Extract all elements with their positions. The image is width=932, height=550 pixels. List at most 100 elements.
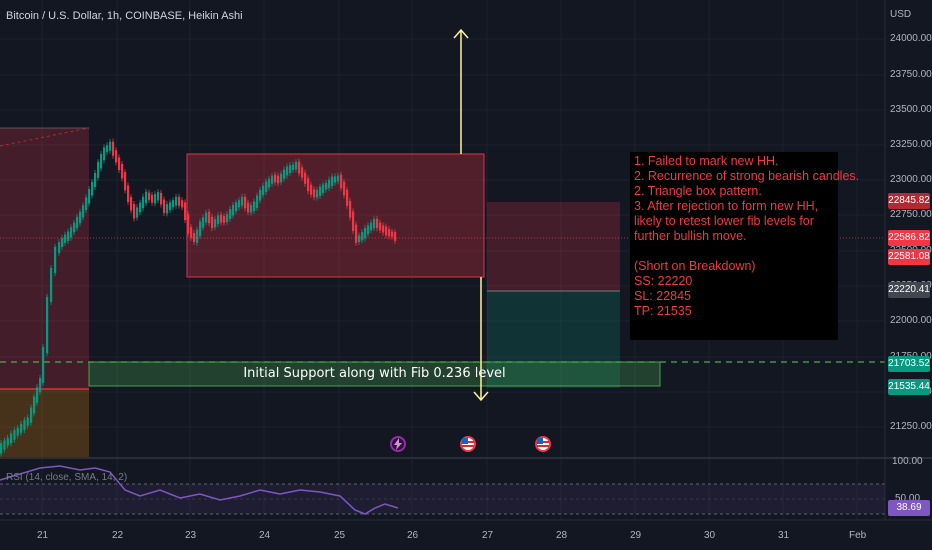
candle [136,207,139,218]
candle [58,242,61,253]
rsi-value-tag: 38.69 [888,500,930,516]
candle [280,173,283,183]
candle [232,205,235,216]
candle [244,196,247,209]
candle [181,200,184,208]
candle [3,440,6,450]
us-flag-icon[interactable] [535,436,551,452]
time-axis-label: 27 [482,530,494,541]
time-axis-label: 24 [259,530,271,541]
candle [370,222,373,231]
candle [91,182,94,196]
candle [211,216,214,229]
triangle-box-zone [186,153,485,278]
candle [67,231,70,241]
candle [39,378,42,392]
us-flag-icon[interactable] [460,436,476,452]
candle [268,178,271,188]
candle [160,193,163,205]
candle [163,199,166,213]
candle [259,190,262,201]
rsi-indicator-label[interactable]: RSI (14, close, SMA, 14, 2) [6,472,128,483]
candle [289,165,292,173]
candle [142,196,145,209]
candle [388,229,391,237]
candle [190,227,193,238]
candle [235,202,238,212]
price-tag: 22581.08 [888,249,930,265]
candle [256,195,259,208]
time-axis-label: 31 [778,530,790,541]
candle [64,234,67,243]
candle [61,238,64,247]
rsi-axis-50: 50.00 [895,493,921,504]
note-line: 3. After rejection to form new HH, [634,199,819,213]
candle [346,189,349,206]
candle [16,427,19,436]
candle [124,172,127,191]
candle [0,443,3,454]
time-axis-label: Feb [849,530,867,541]
price-tag: 21703.52 [888,356,930,372]
candle [118,157,121,171]
candle [193,233,196,242]
left-demand-zone [0,389,89,457]
candle [334,176,337,183]
candle [33,396,36,414]
candle [319,186,322,196]
candle [271,175,274,184]
candle [157,192,160,201]
candle [208,211,211,224]
candle [391,231,394,237]
projection-down-arrow [473,277,489,402]
candle [376,218,379,229]
candle [115,150,118,163]
price-axis-label: 23750.00 [890,69,932,80]
candle [106,145,109,153]
support-zone [88,361,661,387]
candle [277,175,280,184]
left-resistance-zone [0,128,89,389]
price-tag: 22845.82 [888,193,930,209]
candle [127,185,130,202]
candle [331,176,334,186]
candle [352,211,355,231]
price-tag: 21535.44 [888,379,930,395]
candle [178,196,181,206]
analysis-note-box[interactable]: 1. Failed to mark new HH. 2. Recurrence o… [630,152,859,340]
candle [358,235,361,242]
candle [355,224,358,243]
candle [313,189,316,198]
candle [73,222,76,233]
price-tag: 22586.82 [888,230,930,246]
candle [220,214,223,223]
candle [274,174,277,183]
candle [166,204,169,214]
candle [145,191,148,204]
candle [226,214,229,222]
candle [349,200,352,218]
candle [42,347,45,383]
rsi-line [0,465,399,515]
candlestick-series [0,138,397,457]
price-axis-label: 23500.00 [890,104,932,115]
time-axis-label: 26 [407,530,419,541]
lightning-icon[interactable] [390,436,406,452]
note-line: 1. Failed to mark new HH. [634,154,779,168]
candle [154,194,157,204]
candle [202,217,205,228]
price-axis-label: 23250.00 [890,139,932,150]
candle [169,202,172,211]
candle [50,268,53,302]
note-line: likely to retest lower fib levels for [634,214,814,228]
candle [322,184,325,193]
candle [367,225,370,235]
candle [286,166,289,176]
candle [328,179,331,188]
rsi-axis-100: 100.00 [892,456,923,467]
candle [205,212,208,223]
candle [112,141,115,156]
candle [103,147,106,161]
price-tag: 22220.41 [888,282,930,298]
